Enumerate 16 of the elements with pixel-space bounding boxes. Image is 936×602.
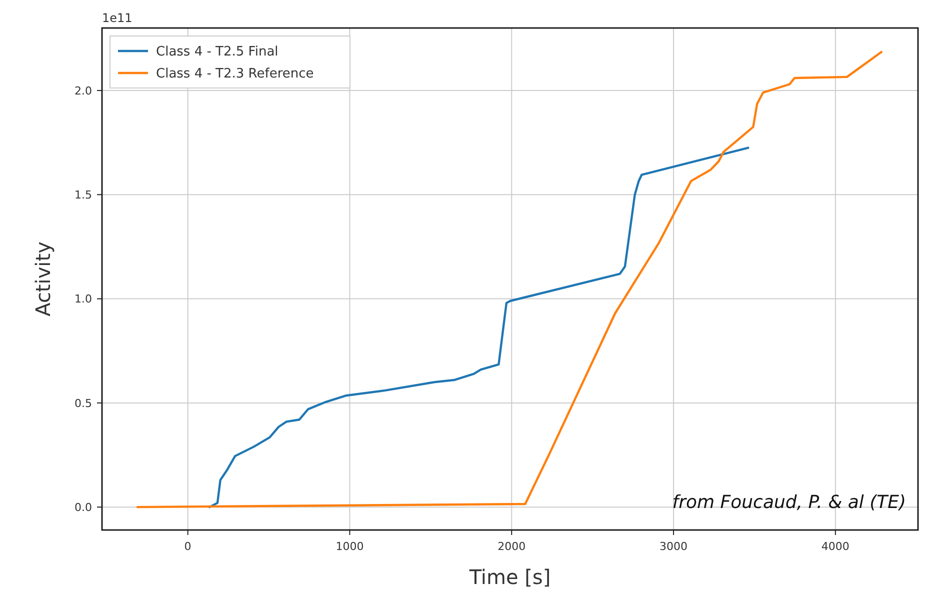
x-tick-label: 4000: [821, 540, 850, 553]
text: 1e11: [102, 11, 132, 25]
legend-label: Class 4 - T2.3 Reference: [156, 66, 314, 82]
x-tick-label: 3000: [660, 540, 688, 553]
x-tick-label: 2000: [498, 540, 526, 553]
x-tick-label: 0: [184, 540, 192, 553]
y-tick-label: 2.0: [74, 84, 92, 98]
y-tick-label: 1.5: [74, 188, 92, 202]
legend-label: Class 4 - T2.5 Final: [156, 44, 278, 60]
y-tick-label: 1.0: [74, 292, 92, 306]
x-axis-title: Time [s]: [468, 565, 551, 589]
annotation: from Foucaud, P. & al (TE): [672, 492, 906, 513]
y-tick-label: 0.5: [74, 396, 92, 410]
y-tick-label: 0.0: [74, 500, 92, 514]
x-tick-label: 1000: [336, 540, 364, 553]
y-axis-title: Activity: [31, 241, 55, 316]
